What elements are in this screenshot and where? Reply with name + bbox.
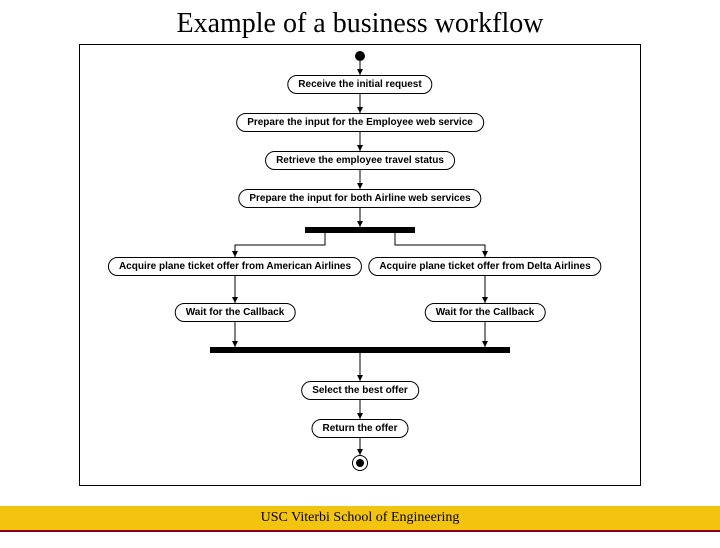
end-node bbox=[352, 455, 368, 471]
activity-node: Wait for the Callback bbox=[425, 303, 546, 322]
activity-node: Return the offer bbox=[312, 419, 409, 438]
edge bbox=[235, 233, 325, 257]
footer-divider bbox=[0, 530, 720, 532]
footer-text: USC Viterbi School of Engineering bbox=[261, 510, 460, 525]
activity-node: Acquire plane ticket offer from American… bbox=[108, 257, 362, 276]
join-bar bbox=[210, 347, 510, 353]
edge bbox=[395, 233, 485, 257]
start-node bbox=[355, 51, 365, 61]
activity-node: Acquire plane ticket offer from Delta Ai… bbox=[368, 257, 601, 276]
fork-bar bbox=[305, 227, 415, 233]
footer-band: USC Viterbi School of Engineering bbox=[0, 506, 720, 530]
activity-node: Receive the initial request bbox=[287, 75, 432, 94]
activity-node: Select the best offer bbox=[301, 381, 419, 400]
activity-node: Wait for the Callback bbox=[175, 303, 296, 322]
activity-node: Retrieve the employee travel status bbox=[265, 151, 455, 170]
workflow-diagram: Receive the initial request Prepare the i… bbox=[79, 44, 641, 486]
slide-title: Example of a business workflow bbox=[0, 8, 720, 40]
activity-node: Prepare the input for the Employee web s… bbox=[236, 113, 484, 132]
activity-node: Prepare the input for both Airline web s… bbox=[238, 189, 481, 208]
